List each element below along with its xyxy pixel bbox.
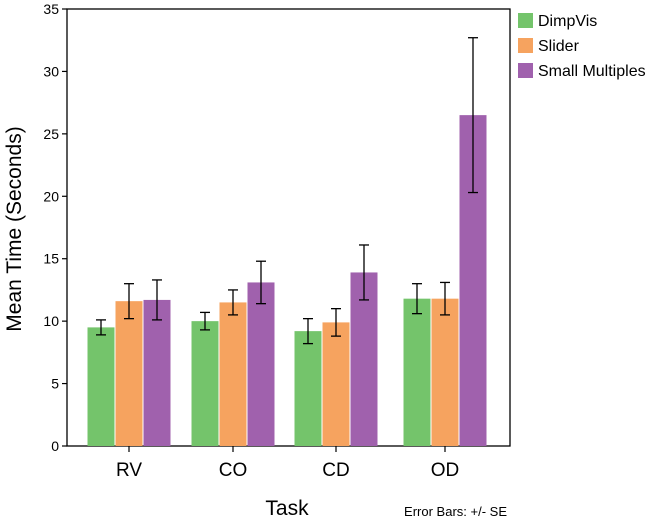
legend-swatch-dimpvis — [518, 13, 533, 28]
error-bar-small-multiples-cd — [359, 244, 369, 301]
bar-slider-co — [219, 302, 247, 446]
legend-swatch-slider — [518, 38, 533, 53]
bar-small-multiples-co — [247, 282, 275, 446]
error-bar-dimpvis-od — [412, 283, 422, 315]
error-bar-small-multiples-od — [468, 37, 478, 194]
y-tick-label-30: 30 — [43, 63, 59, 79]
error-bar-slider-od — [440, 281, 450, 316]
error-bar-dimpvis-cd — [303, 317, 313, 345]
bar-dimpvis-rv — [87, 327, 115, 446]
legend-item-dimpvis: DimpVis — [518, 13, 597, 30]
legend-label-small-multiples: Small Multiples — [538, 63, 646, 80]
y-tick-label-0: 0 — [51, 438, 59, 454]
error-bar-slider-cd — [331, 308, 341, 337]
y-axis-title: Mean Time (Seconds) — [3, 126, 26, 331]
bar-dimpvis-co — [191, 321, 219, 446]
error-bars-note: Error Bars: +/- SE — [404, 504, 507, 519]
bar-slider-rv — [115, 301, 143, 446]
legend-swatch-small-multiples — [518, 63, 533, 78]
error-bar-small-multiples-co — [256, 260, 266, 305]
y-tick-label-20: 20 — [43, 188, 59, 204]
legend-item-slider: Slider — [518, 38, 580, 55]
bar-small-multiples-cd — [350, 272, 378, 446]
x-axis: RV CO CD OD — [116, 446, 459, 481]
plot-frame — [66, 8, 511, 447]
x-axis-title: Task — [265, 497, 309, 520]
y-tick-label-10: 10 — [43, 313, 59, 329]
bar-dimpvis-cd — [294, 331, 322, 446]
legend-item-small-multiples: Small Multiples — [518, 63, 646, 80]
x-tick-label-cd: CD — [322, 460, 349, 481]
error-bar-small-multiples-rv — [152, 279, 162, 321]
bar-slider-cd — [322, 322, 350, 446]
error-bar-dimpvis-co — [200, 311, 210, 331]
x-tick-label-co: CO — [219, 460, 248, 481]
bar-slider-od — [431, 298, 459, 446]
y-axis: 0 5 10 15 20 25 30 35 — [43, 1, 67, 454]
error-bar-slider-co — [228, 289, 238, 316]
x-tick-label-rv: RV — [116, 460, 142, 481]
y-tick-label-35: 35 — [43, 1, 59, 17]
error-bar-dimpvis-rv — [96, 319, 106, 336]
bar-small-multiples-rv — [143, 299, 171, 446]
legend-label-slider: Slider — [538, 38, 580, 55]
error-bar-slider-rv — [124, 283, 134, 320]
y-tick-label-15: 15 — [43, 251, 59, 267]
legend: DimpVis Slider Small Multiples — [518, 13, 646, 80]
y-tick-label-25: 25 — [43, 126, 59, 142]
x-tick-label-od: OD — [431, 460, 460, 481]
legend-label-dimpvis: DimpVis — [538, 13, 597, 30]
bar-dimpvis-od — [403, 298, 431, 446]
y-tick-label-5: 5 — [51, 376, 59, 392]
plot-area — [66, 8, 511, 447]
